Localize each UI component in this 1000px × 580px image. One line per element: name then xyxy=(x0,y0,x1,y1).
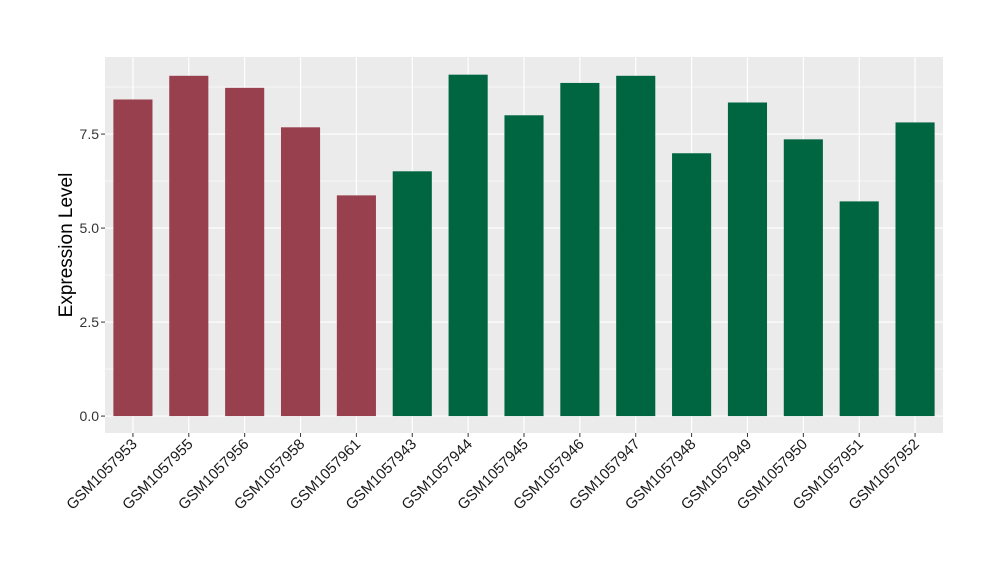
y-tick-label: 2.5 xyxy=(80,314,100,330)
y-tick-label: 0.0 xyxy=(80,408,100,424)
bar-GSM1057945 xyxy=(504,115,544,417)
bar-GSM1057946 xyxy=(560,82,600,417)
bar-GSM1057948 xyxy=(672,153,712,417)
bar-GSM1057949 xyxy=(727,102,768,417)
bar-GSM1057943 xyxy=(392,171,432,417)
bar-GSM1057947 xyxy=(616,75,656,417)
bar-GSM1057958 xyxy=(280,127,321,417)
bar-GSM1057961 xyxy=(336,195,376,417)
bar-GSM1057953 xyxy=(113,99,153,417)
bars xyxy=(113,74,935,417)
y-axis-ticks: 0.0 2.5 5.0 7.5 xyxy=(80,126,105,424)
bar-GSM1057951 xyxy=(839,201,879,417)
bar-GSM1057952 xyxy=(895,122,935,417)
bar-GSM1057950 xyxy=(783,139,823,417)
y-axis-title: Expression Level xyxy=(56,173,77,318)
y-tick-label: 5.0 xyxy=(80,220,100,236)
bar-GSM1057955 xyxy=(169,75,209,417)
y-tick-label: 7.5 xyxy=(80,126,100,142)
bar-GSM1057944 xyxy=(448,74,488,417)
bar-GSM1057956 xyxy=(225,87,265,417)
